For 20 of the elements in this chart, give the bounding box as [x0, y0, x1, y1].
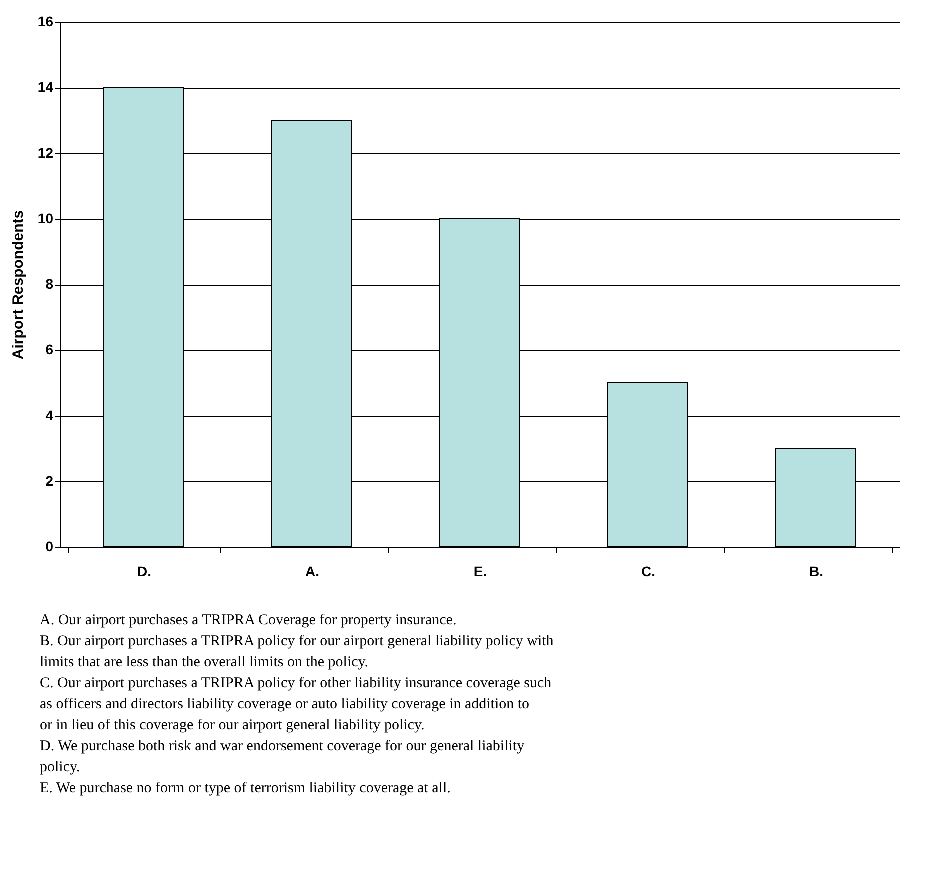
- x-tick-label: E.: [474, 564, 488, 580]
- text: C. Our airport purchases a TRIPRA policy for other liability insurance coverage such as officers and directors liability coverage or auto liability coverage in addition to or in lieu of this coverage for our airport general liability policy.: [40, 676, 552, 734]
- y-tick-label: 16: [38, 14, 54, 30]
- x-tick-label: C.: [642, 564, 656, 580]
- y-tick-label: 12: [38, 144, 54, 161]
- y-tick-label: 14: [38, 79, 54, 96]
- x-tick-label: B.: [810, 564, 824, 580]
- text: E. We purchase no form or type of terrorism liability coverage at all.: [40, 780, 451, 796]
- y-tick-label: 4: [46, 407, 54, 424]
- text: D. We purchase both risk and war endorsement coverage for our general liability policy.: [40, 738, 526, 776]
- x-tick-label: D.: [138, 564, 152, 580]
- x-tick-label: A.: [306, 564, 320, 580]
- y-tick-label: 0: [46, 538, 54, 554]
- y-axis-title: Airport Respondents: [10, 210, 27, 360]
- text: A. Our airport purchases a TRIPRA Coverage for property insurance.: [40, 612, 457, 628]
- y-tick-label: 8: [46, 276, 54, 292]
- y-tick-label: 6: [46, 342, 54, 358]
- text: B. Our airport purchases a TRIPRA policy for our airport general liability policy with limits that are less than the overall limits on the policy.: [40, 634, 554, 670]
- y-tick-label: 2: [46, 472, 54, 489]
- y-tick-label: 10: [38, 210, 54, 226]
